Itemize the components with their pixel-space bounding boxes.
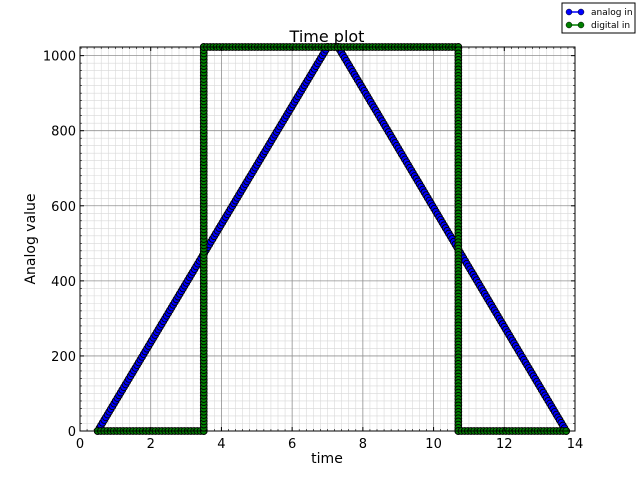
y-tick-label: 800	[51, 125, 76, 140]
x-tick-label: 10	[425, 437, 442, 452]
y-tick-label: 1000	[43, 50, 76, 65]
y-tick-label: 0	[68, 425, 76, 440]
series-layer	[93, 43, 571, 435]
chart-title: Time plot	[289, 27, 365, 46]
x-tick-labels: 0 2 4 6 8 10 12 14	[76, 437, 583, 452]
legend-label-analog: analog in	[591, 8, 633, 18]
legend-label-digital: digital in	[591, 21, 630, 31]
y-tick-label: 600	[51, 200, 76, 215]
x-tick-label: 4	[217, 437, 225, 452]
series-analog-in	[93, 43, 571, 435]
legend: analog in digital in	[561, 2, 636, 34]
x-tick-label: 8	[359, 437, 367, 452]
legend-marker-analog	[565, 8, 573, 16]
major-grid	[80, 47, 575, 431]
x-tick-label: 2	[147, 437, 155, 452]
minor-grid	[80, 47, 575, 431]
legend-box	[561, 2, 636, 34]
legend-marker-analog-end	[577, 8, 585, 16]
y-tick-label: 200	[51, 350, 76, 365]
legend-marker-digital	[565, 21, 573, 29]
x-axis-title: time	[311, 451, 343, 467]
x-tick-label: 14	[567, 437, 584, 452]
x-tick-label: 0	[76, 437, 84, 452]
x-tick-label: 12	[496, 437, 513, 452]
tick-marks	[79, 47, 576, 432]
y-tick-label: 400	[51, 275, 76, 290]
y-axis-title: Analog value	[23, 193, 39, 284]
y-tick-labels: 0 200 400 600 800 1000	[43, 50, 76, 440]
legend-marker-digital-end	[577, 21, 585, 29]
x-tick-label: 6	[288, 437, 296, 452]
